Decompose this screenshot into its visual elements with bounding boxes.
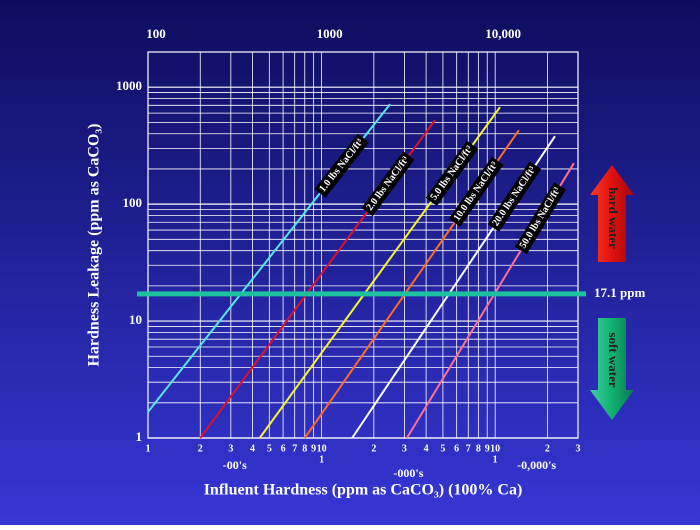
x-tick-label: 6 bbox=[454, 443, 459, 454]
series-label-bg bbox=[487, 161, 542, 232]
y-tick-label: 1000 bbox=[116, 78, 142, 93]
soft-water-label: soft water bbox=[606, 332, 621, 387]
x-tick-label: 3 bbox=[402, 443, 407, 454]
x-tick-label: 3 bbox=[228, 443, 233, 454]
x-top-tick-label: 10,000 bbox=[485, 26, 521, 41]
reference-label: 17.1 ppm bbox=[594, 285, 645, 300]
x-tick-label: 4 bbox=[424, 443, 429, 454]
x-tick-label: 1 bbox=[319, 454, 324, 465]
plot-border bbox=[147, 51, 579, 439]
x-unit-label: -000's bbox=[393, 466, 423, 480]
series-label-bg bbox=[314, 133, 369, 198]
hard-water-label: hard water bbox=[606, 187, 621, 249]
x-axis-title: Influent Hardness (ppm as CaCO₃) (100% C… bbox=[204, 482, 523, 499]
x-tick-label: 2 bbox=[198, 443, 203, 454]
y-tick-label: 100 bbox=[123, 195, 143, 210]
x-tick-label: 2 bbox=[545, 443, 550, 454]
x-tick-label: 9 bbox=[485, 443, 490, 454]
series-label-bg bbox=[448, 156, 504, 227]
x-tick-label: 7 bbox=[466, 443, 471, 454]
x-tick-label: 10 bbox=[490, 443, 500, 454]
x-tick-label: 3 bbox=[576, 443, 581, 454]
x-tick-label: 8 bbox=[302, 443, 307, 454]
x-tick-label: 5 bbox=[267, 443, 272, 454]
x-tick-label: 7 bbox=[292, 443, 297, 454]
y-axis-title: Hardness Leakage (ppm as CaCO₃) bbox=[86, 123, 103, 366]
x-tick-label: 4 bbox=[250, 443, 255, 454]
x-tick-label: 2 bbox=[371, 443, 376, 454]
series-label-bg bbox=[514, 182, 567, 254]
series-label-bg bbox=[425, 140, 479, 206]
x-tick-label: 1 bbox=[493, 454, 498, 465]
x-unit-label: -0,000's bbox=[517, 458, 556, 472]
x-top-tick-label: 100 bbox=[146, 26, 166, 41]
x-tick-label: 5 bbox=[440, 443, 445, 454]
x-tick-label: 10 bbox=[317, 443, 327, 454]
soft-water-arrow bbox=[590, 318, 634, 420]
x-unit-label: -00's bbox=[223, 458, 247, 472]
y-tick-label: 1 bbox=[136, 429, 143, 444]
y-tick-label: 10 bbox=[129, 312, 142, 327]
x-tick-label: 1 bbox=[146, 443, 151, 454]
x-tick-label: 9 bbox=[311, 443, 316, 454]
hard-water-arrow bbox=[590, 165, 634, 262]
x-top-tick-label: 1000 bbox=[317, 26, 343, 41]
series-label-bg bbox=[361, 151, 415, 217]
x-tick-label: 8 bbox=[476, 443, 481, 454]
x-tick-label: 6 bbox=[281, 443, 286, 454]
